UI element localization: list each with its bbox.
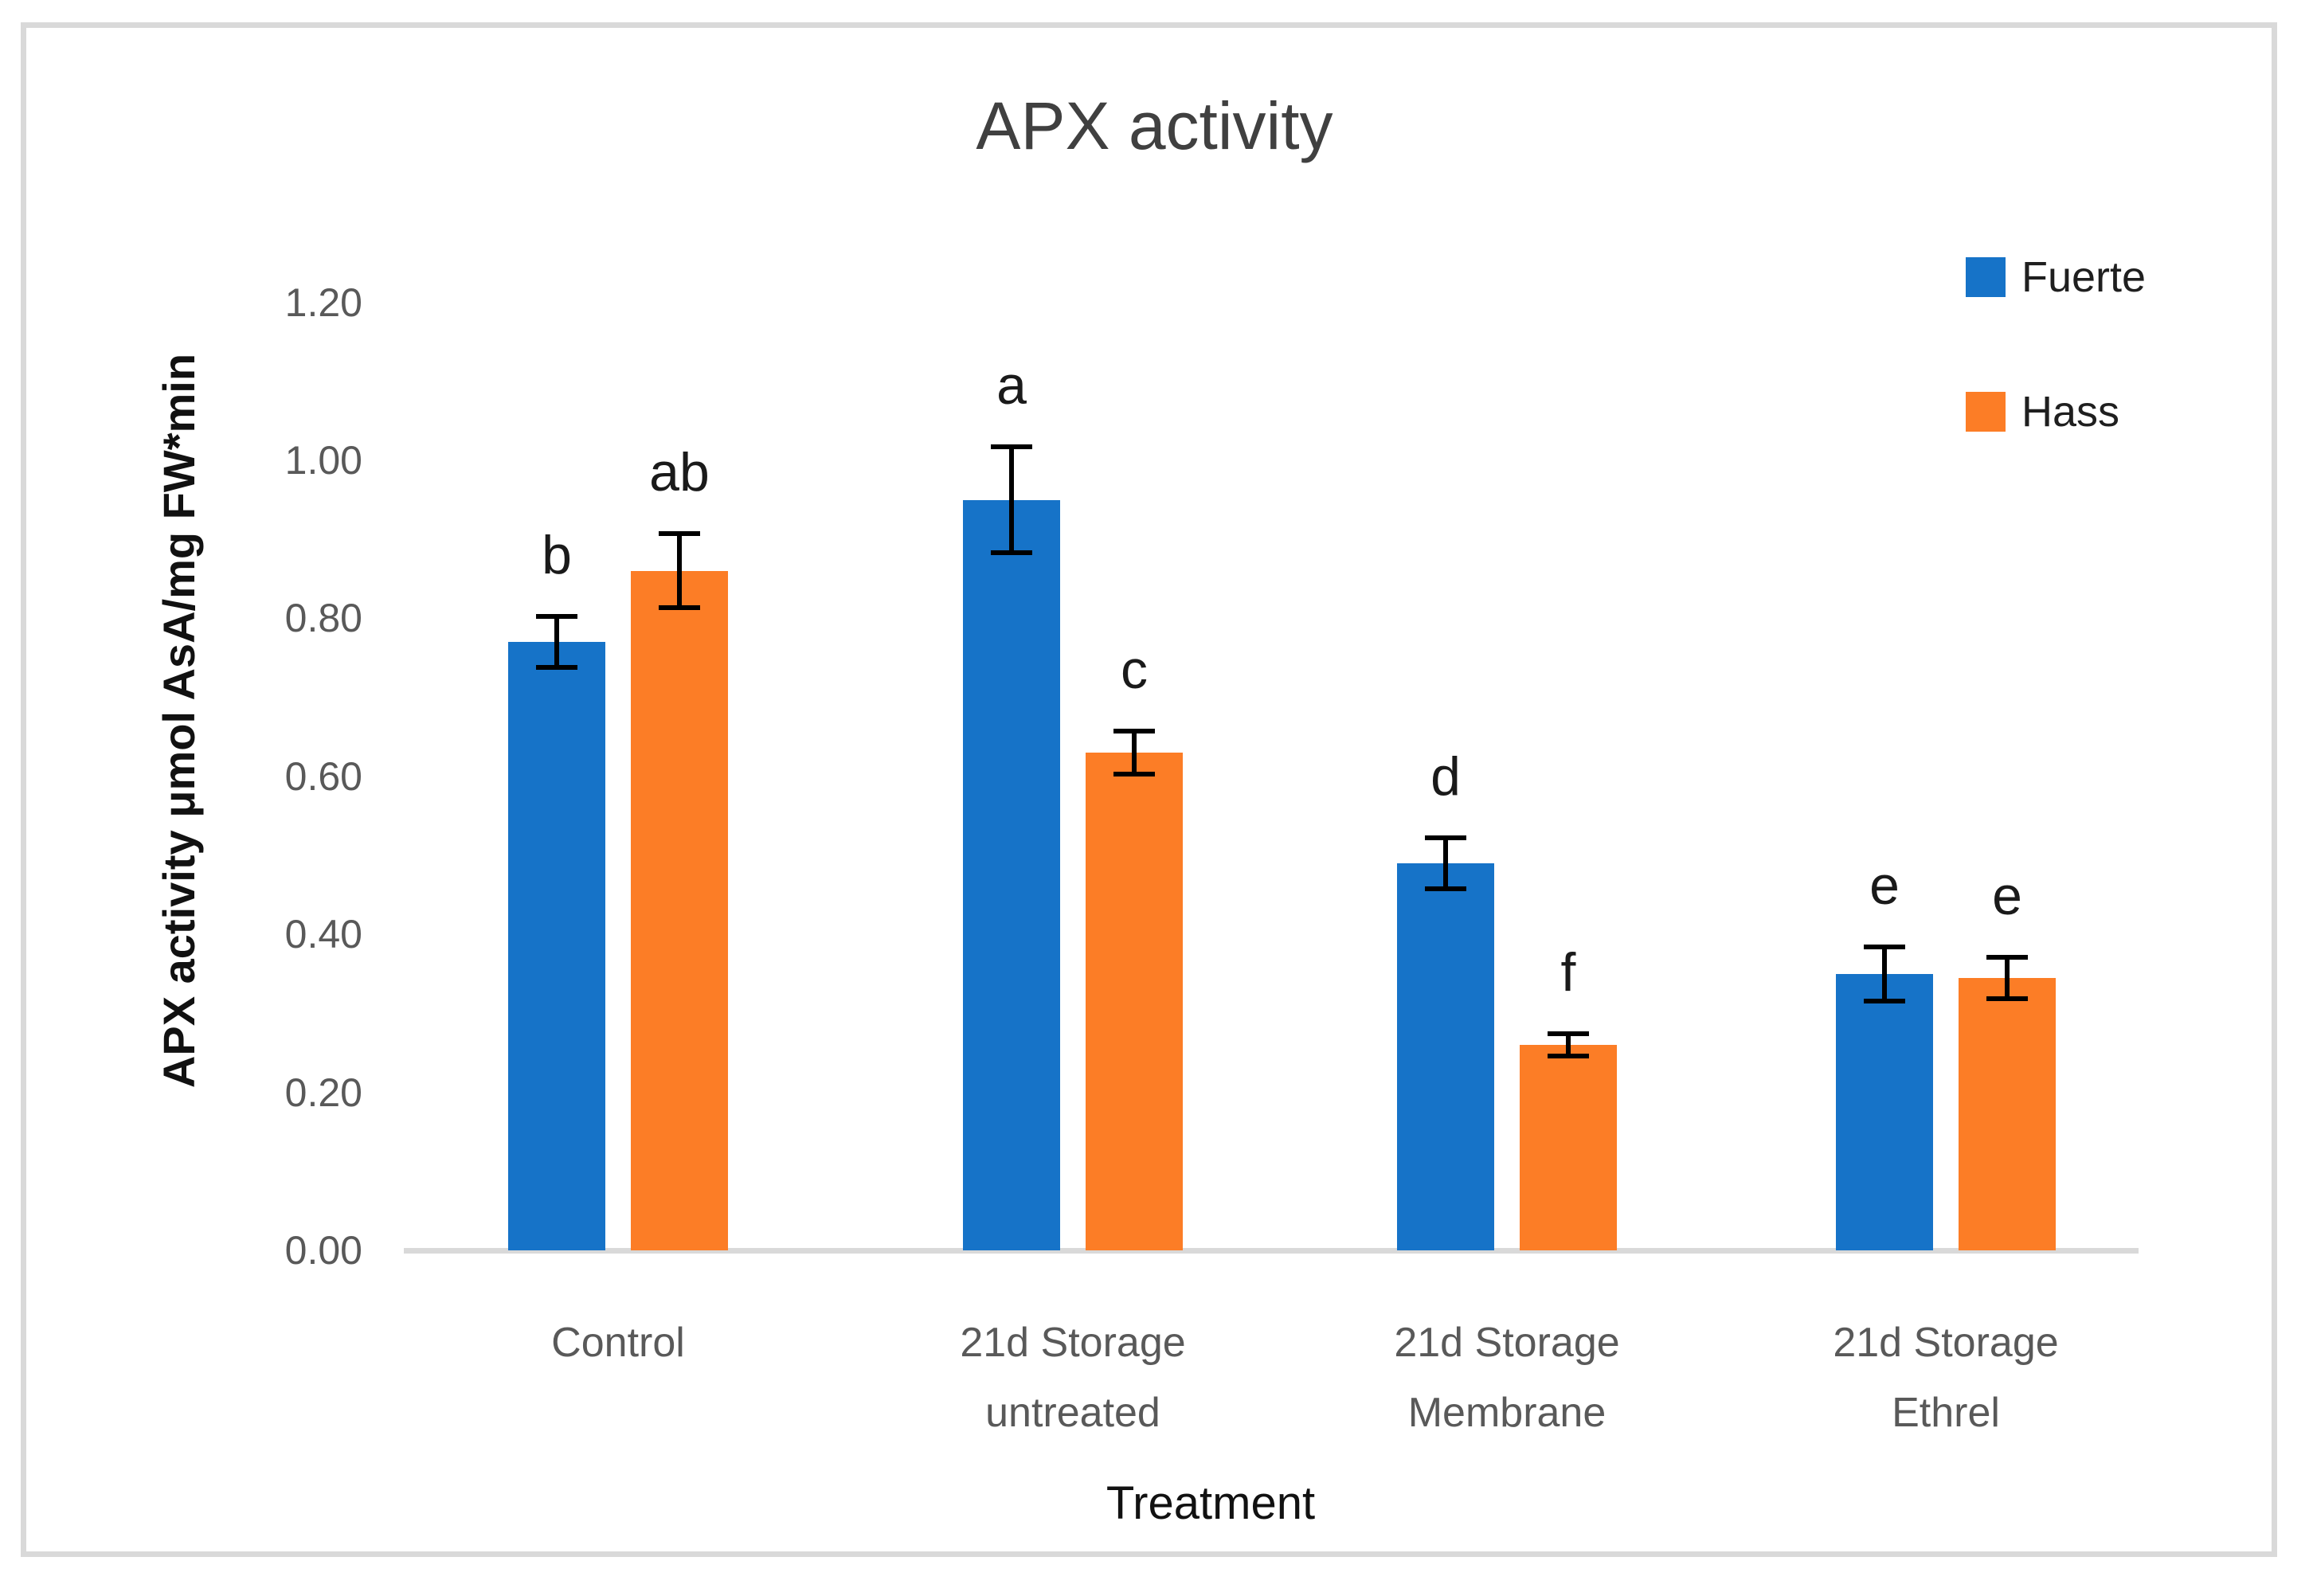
category-label-group2: 21d Storage untreated	[960, 1320, 1186, 1436]
legend-swatch-hass	[1966, 392, 2006, 432]
bar-fuerte-group4	[1836, 973, 1933, 1250]
err-cap-top-fuerte-group3	[1425, 835, 1466, 841]
bar-hass-group3	[1520, 1045, 1617, 1250]
sig-letter-fuerte-group2: a	[996, 355, 1027, 417]
y-tick-0.60: 0.60	[284, 753, 362, 799]
sig-letter-hass-group4: e	[1992, 865, 2022, 926]
x-axis-title: Treatment	[1106, 1477, 1316, 1529]
err-cap-bottom-fuerte-group3	[1425, 886, 1466, 891]
category-label-group4: 21d Storage Ethrel	[1833, 1320, 2059, 1436]
category-label-group1: Control	[551, 1320, 685, 1366]
legend-swatch-fuerte	[1966, 257, 2006, 297]
err-cap-bottom-hass-group1	[659, 605, 700, 611]
y-axis-title: APX activity μmol AsA/mg FW*min	[154, 353, 204, 1089]
err-stem-hass-group1	[677, 531, 682, 611]
bar-fuerte-group1	[508, 642, 605, 1250]
y-tick-1.20: 1.20	[284, 280, 362, 325]
legend-label-fuerte: Fuerte	[2021, 253, 2147, 301]
err-cap-top-fuerte-group2	[991, 444, 1032, 450]
y-tick-0.20: 0.20	[284, 1070, 362, 1115]
sig-letter-fuerte-group3: d	[1430, 746, 1461, 808]
sig-letter-fuerte-group4: e	[1869, 855, 1900, 917]
err-cap-top-hass-group1	[659, 531, 700, 537]
y-tick-1.00: 1.00	[284, 438, 362, 483]
err-cap-top-hass-group3	[1548, 1031, 1589, 1037]
err-stem-fuerte-group1	[554, 614, 559, 670]
err-cap-bottom-hass-group2	[1113, 771, 1155, 776]
sig-letter-hass-group1: ab	[649, 442, 710, 503]
bar-hass-group4	[1959, 977, 2056, 1250]
err-stem-hass-group3	[1566, 1031, 1571, 1058]
err-cap-bottom-hass-group4	[1986, 996, 2028, 1001]
err-cap-top-fuerte-group4	[1864, 945, 1905, 950]
err-cap-top-fuerte-group1	[536, 614, 577, 620]
err-cap-top-hass-group2	[1113, 729, 1155, 734]
chart-border-frame	[21, 22, 2277, 1557]
err-stem-fuerte-group2	[1009, 444, 1014, 556]
x-axis-line	[404, 1248, 2139, 1254]
y-tick-0.80: 0.80	[284, 596, 362, 641]
bar-hass-group2	[1086, 753, 1183, 1250]
chart-title: APX activity	[976, 88, 1333, 163]
bar-fuerte-group2	[963, 499, 1060, 1250]
err-cap-bottom-hass-group3	[1548, 1053, 1589, 1058]
sig-letter-hass-group3: f	[1560, 942, 1576, 1003]
err-cap-top-hass-group4	[1986, 954, 2028, 960]
bar-hass-group1	[631, 570, 728, 1250]
err-stem-hass-group2	[1132, 729, 1137, 776]
bar-fuerte-group3	[1397, 863, 1494, 1250]
y-tick-0.00: 0.00	[284, 1228, 362, 1273]
sig-letter-fuerte-group1: b	[542, 525, 572, 586]
category-label-group3: 21d Storage Membrane	[1394, 1320, 1620, 1436]
err-cap-bottom-fuerte-group1	[536, 664, 577, 670]
err-stem-hass-group4	[2005, 954, 2010, 1001]
sig-letter-hass-group2: c	[1121, 640, 1148, 701]
err-stem-fuerte-group4	[1882, 945, 1887, 1003]
err-cap-bottom-fuerte-group2	[991, 550, 1032, 556]
legend-label-hass: Hass	[2021, 388, 2120, 436]
err-cap-bottom-fuerte-group4	[1864, 998, 1905, 1003]
err-stem-fuerte-group3	[1443, 835, 1448, 891]
y-tick-0.40: 0.40	[284, 912, 362, 957]
